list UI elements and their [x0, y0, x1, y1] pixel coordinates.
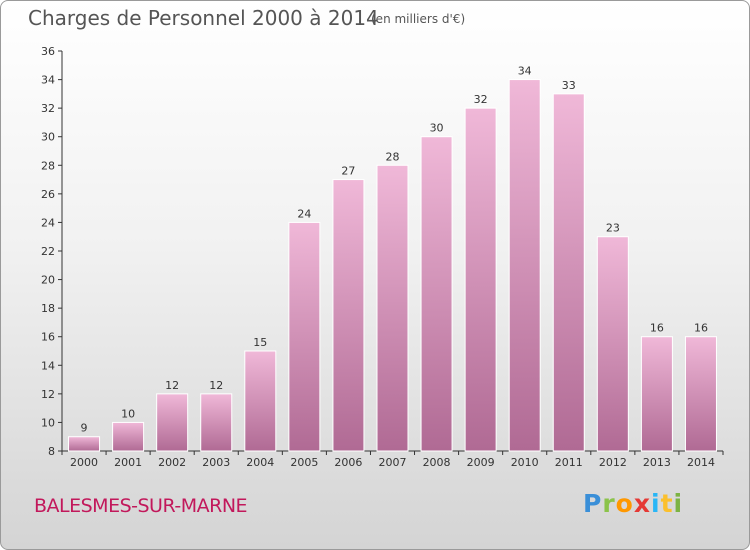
- data-label: 9: [81, 422, 88, 435]
- logo-letter: P: [583, 489, 603, 518]
- x-tick-label: 2000: [70, 456, 98, 469]
- bar: [552, 93, 585, 452]
- bar: [684, 336, 717, 452]
- x-tick-label: 2006: [334, 456, 362, 469]
- bar: [200, 393, 233, 452]
- data-label: 15: [253, 336, 267, 349]
- data-label: 24: [297, 207, 311, 220]
- data-label: 32: [474, 93, 488, 106]
- bar: [112, 421, 145, 452]
- x-tick-label: 2011: [555, 456, 583, 469]
- proxiti-logo: Proxiti: [583, 489, 683, 518]
- x-tick-label: 2009: [467, 456, 495, 469]
- data-label: 23: [606, 222, 620, 235]
- y-tick-label: 16: [41, 331, 55, 344]
- y-tick-label: 10: [41, 416, 55, 429]
- data-label: 16: [650, 322, 664, 335]
- x-tick-label: 2010: [511, 456, 539, 469]
- chart-title: Charges de Personnel 2000 à 2014: [28, 6, 379, 30]
- data-label: 16: [694, 322, 708, 335]
- chart-subtitle: (en milliers d'€): [371, 12, 466, 26]
- bar: [68, 436, 101, 452]
- x-tick-label: 2013: [643, 456, 671, 469]
- bar: [420, 136, 453, 452]
- bar: [640, 336, 673, 452]
- data-label: 10: [121, 407, 135, 420]
- data-label: 28: [386, 150, 400, 163]
- x-tick-label: 2001: [114, 456, 142, 469]
- y-tick-label: 34: [41, 74, 55, 87]
- x-tick-label: 2004: [246, 456, 274, 469]
- y-tick-label: 14: [41, 359, 55, 372]
- bar: [288, 221, 321, 452]
- y-tick-label: 28: [41, 159, 55, 172]
- y-tick-label: 24: [41, 216, 55, 229]
- y-tick-label: 26: [41, 188, 55, 201]
- data-label: 12: [209, 379, 223, 392]
- bar: [244, 350, 277, 452]
- x-tick-label: 2002: [158, 456, 186, 469]
- x-tick-label: 2012: [599, 456, 627, 469]
- data-label: 34: [518, 65, 532, 78]
- y-tick-label: 8: [48, 445, 55, 458]
- logo-letter: i: [673, 489, 684, 518]
- bar: [156, 393, 189, 452]
- logo-letter: o: [615, 489, 634, 518]
- logo-letter: t: [660, 489, 674, 518]
- commune-name: BALESMES-SUR-MARNE: [34, 495, 248, 517]
- logo-letter: i: [651, 489, 661, 518]
- x-tick-label: 2003: [202, 456, 230, 469]
- bar: [596, 236, 629, 452]
- bar: [508, 79, 541, 452]
- data-label: 30: [430, 122, 444, 135]
- data-label: 12: [165, 379, 179, 392]
- data-label: 33: [562, 79, 576, 92]
- y-tick-label: 12: [41, 388, 55, 401]
- y-tick-label: 22: [41, 245, 55, 258]
- y-tick-label: 32: [41, 102, 55, 115]
- x-tick-label: 2007: [379, 456, 407, 469]
- y-tick-label: 18: [41, 302, 55, 315]
- bar: [332, 179, 365, 452]
- logo-letter: r: [602, 489, 616, 518]
- bar: [464, 107, 497, 452]
- y-tick-label: 20: [41, 274, 55, 287]
- bar: [376, 164, 409, 452]
- x-tick-label: 2008: [423, 456, 451, 469]
- y-tick-label: 36: [41, 45, 55, 58]
- x-tick-label: 2005: [290, 456, 318, 469]
- x-tick-label: 2014: [687, 456, 715, 469]
- y-tick-label: 30: [41, 131, 55, 144]
- logo-letter: x: [633, 489, 651, 518]
- data-label: 27: [341, 165, 355, 178]
